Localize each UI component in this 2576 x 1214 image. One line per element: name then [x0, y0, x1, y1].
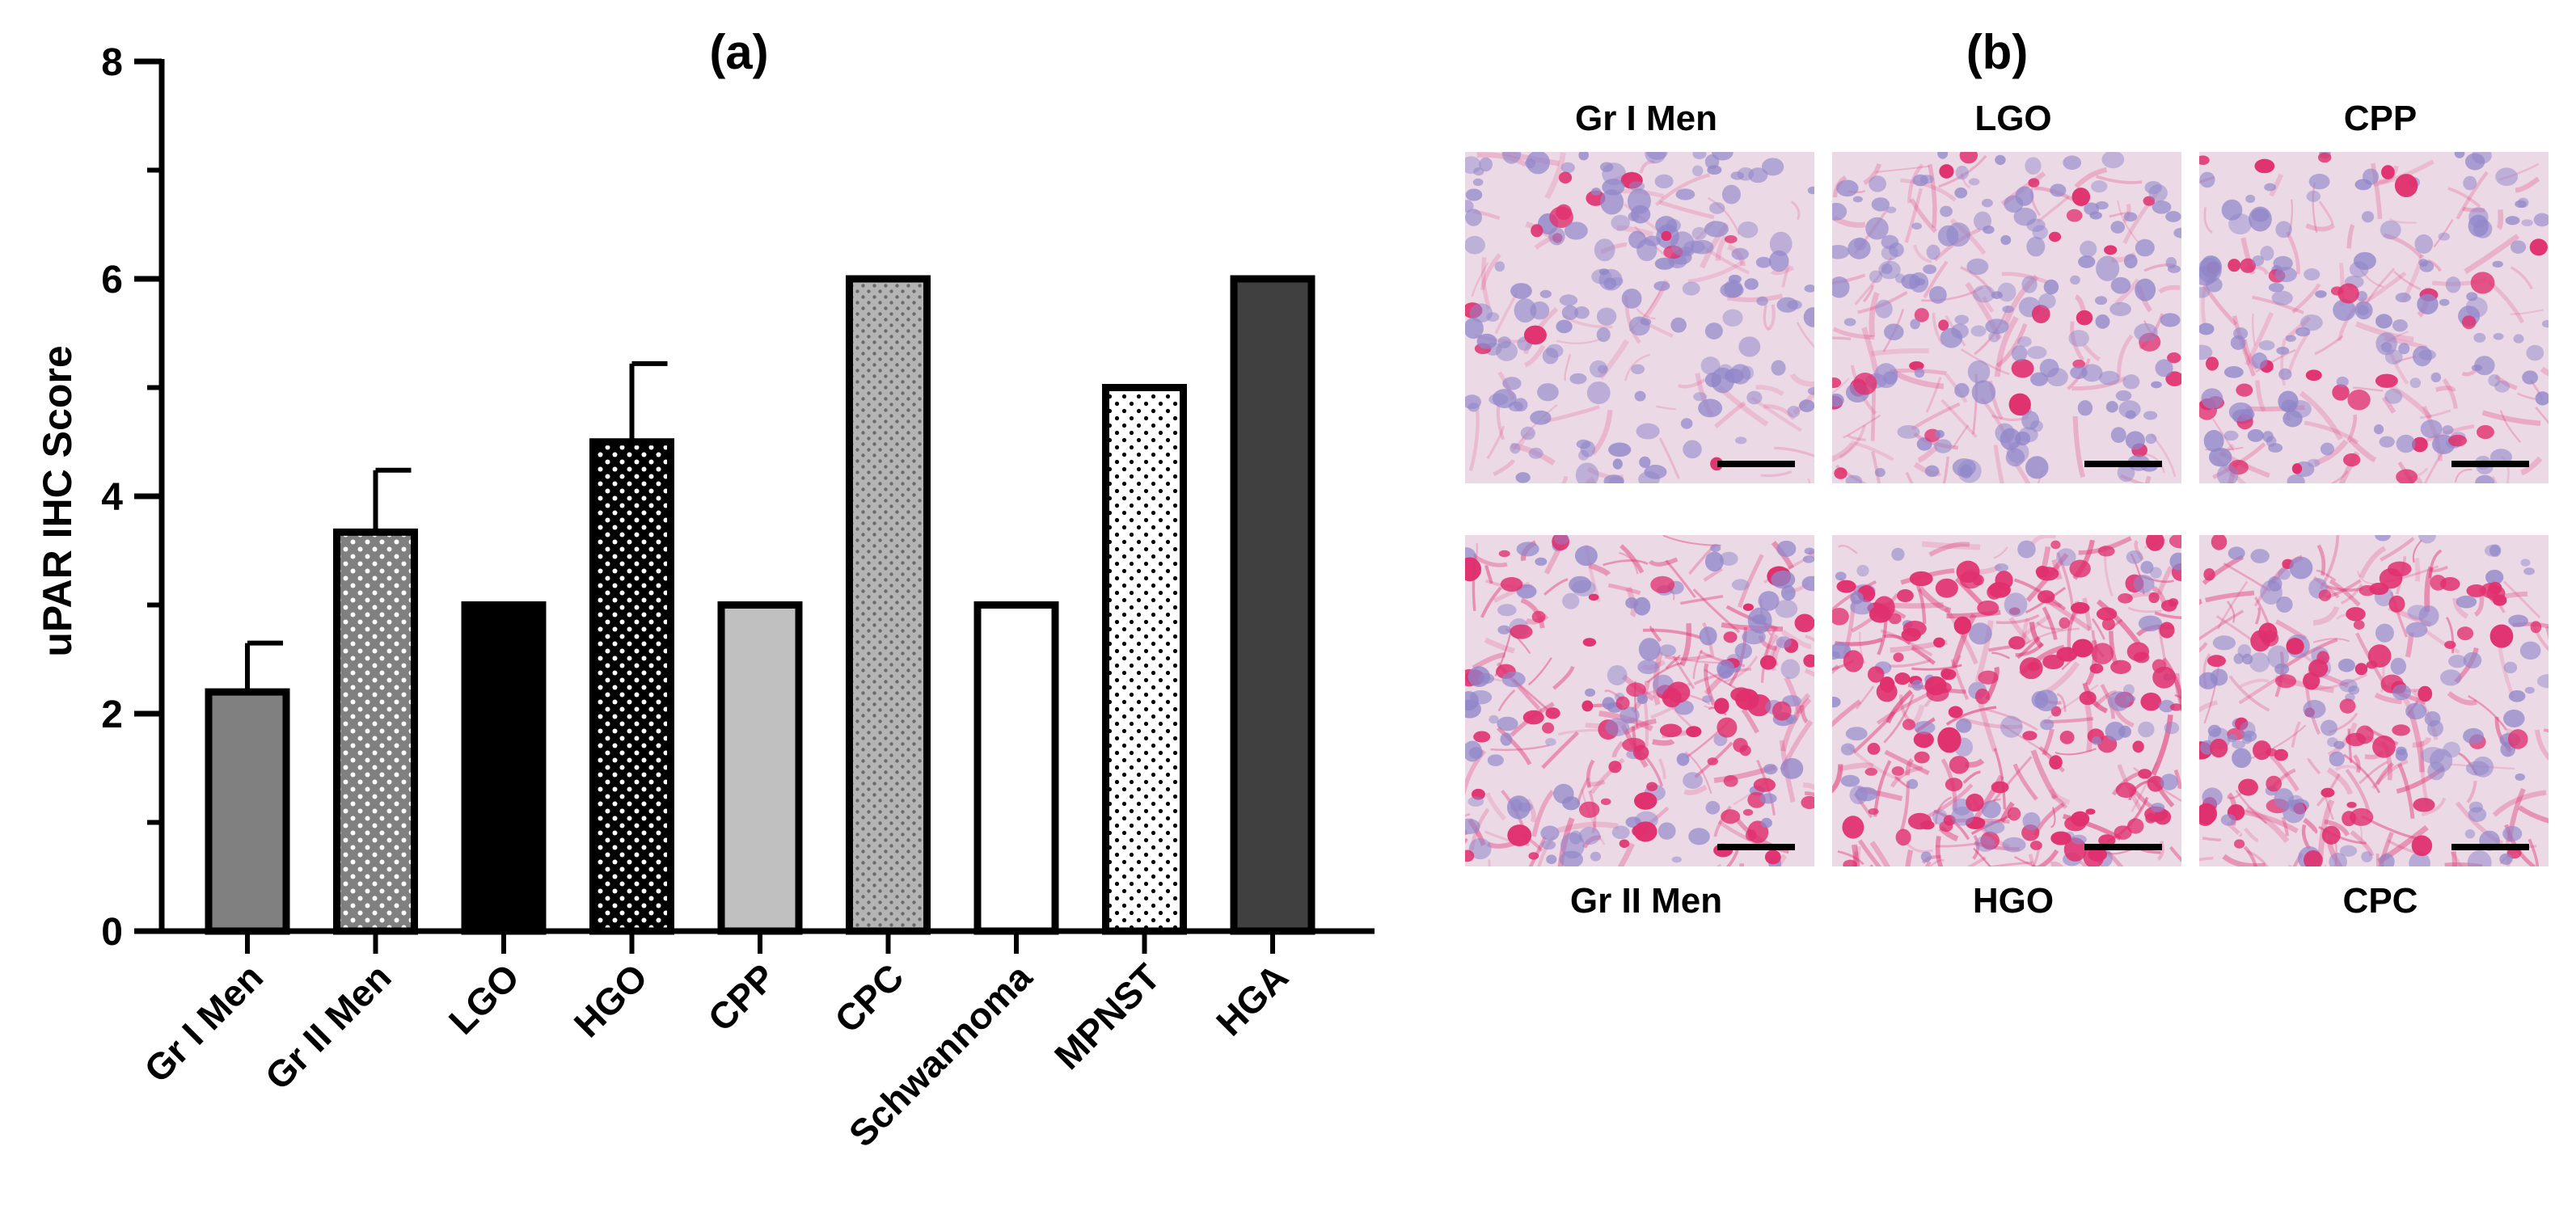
tile-label-bottom-2: HGO: [1972, 881, 2054, 921]
scale-bar: [1717, 844, 1795, 850]
micrograph-gr-ii-men: [1465, 535, 1814, 866]
micrograph-cpc: [2199, 535, 2549, 866]
x-tick-label-hga: HGA: [1208, 955, 1296, 1043]
x-tick-label-lgo: LGO: [441, 955, 527, 1042]
x-tick-label-cpp: CPP: [699, 955, 783, 1039]
micrograph-lgo: [1832, 152, 2181, 483]
y-tick-label: 4: [101, 476, 123, 519]
scale-bar: [1717, 461, 1795, 467]
y-tick-label: 6: [101, 259, 123, 301]
bar-gr-ii-men: [333, 528, 418, 935]
x-tick-label-mpnst: MPNST: [1046, 955, 1168, 1077]
bar-gr-i-men: [205, 688, 290, 935]
tile-label-bottom-1: Gr II Men: [1569, 881, 1723, 921]
micrograph-cpp: [2199, 152, 2549, 483]
micrograph-image: [2199, 535, 2549, 866]
panel-b-label: (b): [1966, 25, 2029, 79]
scale-bar: [2451, 461, 2529, 467]
bar-hgo: [589, 438, 674, 935]
bar-mpnst: [1102, 384, 1187, 935]
y-axis-label: uPAR IHC Score: [35, 345, 80, 656]
scale-bar: [2451, 844, 2529, 850]
x-tick-label-gr-ii-men: Gr II Men: [257, 955, 399, 1098]
bar-schwannoma: [973, 601, 1059, 935]
scale-bar: [2084, 461, 2162, 467]
micrograph-hgo: [1832, 535, 2181, 866]
tile-label-top-3: CPP: [2343, 99, 2418, 138]
y-tick-label: 2: [101, 693, 123, 736]
micrograph-image: [2199, 152, 2549, 483]
micrograph-image: [1465, 152, 1814, 483]
y-tick-label: 8: [101, 41, 123, 84]
tile-label-top-1: Gr I Men: [1574, 99, 1718, 138]
panel-a-label: (a): [709, 25, 769, 79]
bar-cpp: [717, 601, 803, 935]
y-tick-label: 0: [101, 911, 123, 954]
x-tick-label-gr-i-men: Gr I Men: [136, 955, 271, 1090]
tile-label-top-2: LGO: [1974, 99, 2052, 138]
micrograph-image: [1832, 152, 2181, 483]
micrograph-gr-i-men: [1465, 152, 1814, 483]
bar-cpc: [846, 275, 931, 935]
micrograph-image: [1832, 535, 2181, 866]
bar-lgo: [461, 601, 547, 935]
scale-bar: [2084, 844, 2162, 850]
x-tick-label-hgo: HGO: [566, 955, 656, 1045]
x-tick-label-cpc: CPC: [826, 955, 911, 1040]
bar-hga: [1230, 275, 1315, 935]
tile-label-bottom-3: CPC: [2342, 881, 2418, 921]
micrograph-image: [1465, 535, 1814, 866]
